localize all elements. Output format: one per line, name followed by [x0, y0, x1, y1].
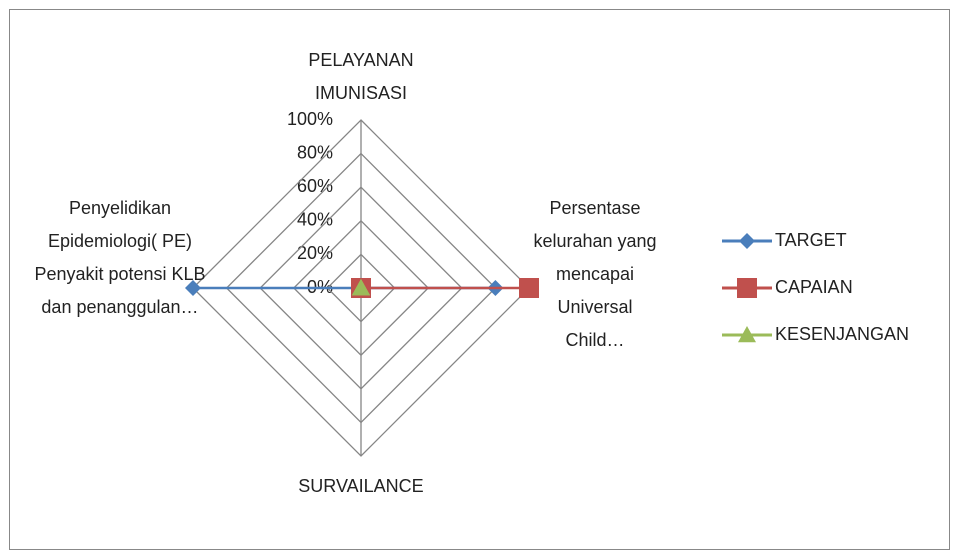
legend-marker: [737, 278, 757, 298]
chart-frame: [9, 9, 950, 550]
legend-marker: [739, 233, 755, 249]
marker: [185, 280, 201, 296]
category-label: SURVAILANCE: [298, 476, 424, 496]
category-label: PELAYANAN IMUNISASI: [308, 50, 414, 103]
marker: [352, 279, 370, 296]
category-label: Penyelidikan Epidemiologi( PE) Penyakit …: [34, 198, 206, 317]
legend-label: CAPAIAN: [775, 277, 853, 297]
r-tick-label: 100%: [287, 109, 333, 129]
legend-label: TARGET: [775, 230, 847, 250]
category-label: Persentase kelurahan yang mencapai Unive…: [533, 198, 657, 350]
legend-label: KESENJANGAN: [775, 324, 909, 344]
marker: [519, 278, 539, 298]
legend-marker: [738, 326, 756, 343]
r-tick-label: 80%: [297, 142, 333, 162]
